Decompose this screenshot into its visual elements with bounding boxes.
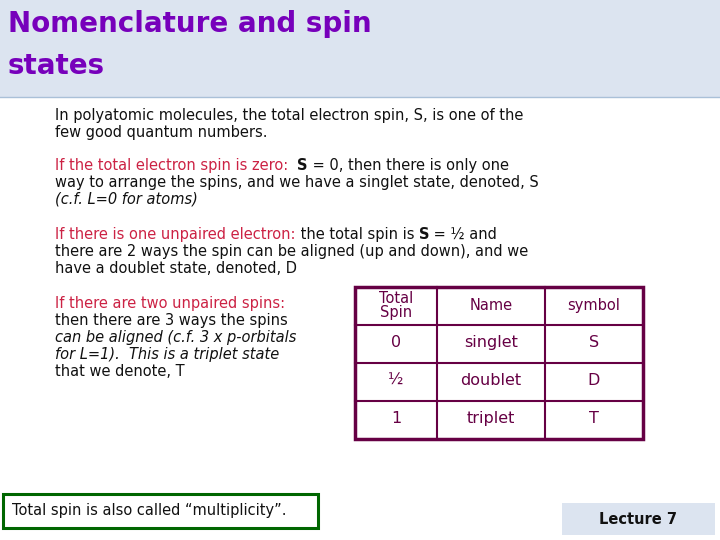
Text: S: S [589,335,599,350]
FancyBboxPatch shape [0,0,720,97]
Text: singlet: singlet [464,335,518,350]
Text: If there is one unpaired electron:: If there is one unpaired electron: [55,227,295,242]
FancyBboxPatch shape [355,287,643,439]
Text: T: T [589,411,599,426]
Text: 1: 1 [391,411,401,426]
Text: Total spin is also called “multiplicity”.: Total spin is also called “multiplicity”… [12,503,287,518]
Text: 0: 0 [391,335,401,350]
Text: S: S [418,227,429,242]
Text: Lecture 7: Lecture 7 [599,511,677,526]
Text: have a doublet state, denoted, D: have a doublet state, denoted, D [55,261,297,276]
Text: Total: Total [379,291,413,306]
FancyBboxPatch shape [3,494,318,528]
Text: ½: ½ [388,373,404,388]
Text: = 0, then there is only one: = 0, then there is only one [308,158,509,173]
Text: triplet: triplet [467,411,516,426]
Text: Spin: Spin [380,305,412,320]
Text: then there are 3 ways the spins: then there are 3 ways the spins [55,313,288,328]
Text: D: D [588,373,600,388]
Text: states: states [8,52,105,80]
Text: If the total electron spin is zero:: If the total electron spin is zero: [55,158,297,173]
Text: doublet: doublet [460,373,521,388]
Text: In polyatomic molecules, the total electron spin, S, is one of the: In polyatomic molecules, the total elect… [55,108,523,123]
Text: the total spin is: the total spin is [295,227,418,242]
FancyBboxPatch shape [562,503,715,535]
Text: way to arrange the spins, and we have a singlet state, denoted, S: way to arrange the spins, and we have a … [55,175,539,190]
Text: symbol: symbol [567,298,621,313]
Text: If there is one unpaired electron:: If there is one unpaired electron: [55,227,295,242]
Text: few good quantum numbers.: few good quantum numbers. [55,125,268,140]
Text: Nomenclature and spin: Nomenclature and spin [8,10,372,38]
Text: can be aligned (c.f. 3 x p-orbitals: can be aligned (c.f. 3 x p-orbitals [55,330,297,345]
Text: for L=1).  This is a triplet state: for L=1). This is a triplet state [55,347,279,362]
Text: Name: Name [469,298,513,313]
Text: the total spin is: the total spin is [295,227,418,242]
Text: If there are two unpaired spins:: If there are two unpaired spins: [55,296,285,311]
Text: S: S [418,227,429,242]
Text: (c.f. L=0 for atoms): (c.f. L=0 for atoms) [55,192,198,207]
Text: there are 2 ways the spin can be aligned (up and down), and we: there are 2 ways the spin can be aligned… [55,244,528,259]
Text: S: S [297,158,308,173]
Text: = ½ and: = ½ and [429,227,497,242]
Text: S: S [297,158,308,173]
Text: that we denote, T: that we denote, T [55,364,184,379]
Text: If the total electron spin is zero:: If the total electron spin is zero: [55,158,297,173]
